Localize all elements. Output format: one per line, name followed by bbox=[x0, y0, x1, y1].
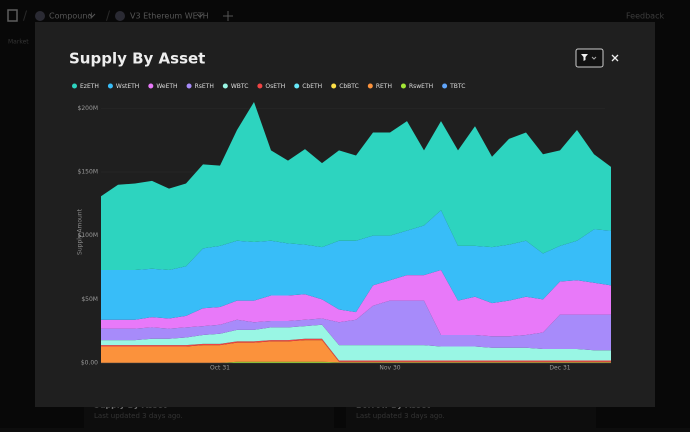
y-tick-label: $200M bbox=[78, 105, 98, 112]
chevron bbox=[591, 56, 597, 60]
legend-label: WBTC bbox=[231, 83, 249, 90]
legend-label: OsETH bbox=[265, 83, 285, 90]
legend-swatch bbox=[442, 83, 448, 89]
legend-label: CbETH bbox=[302, 83, 322, 90]
area bbox=[101, 102, 611, 271]
area bbox=[101, 324, 611, 361]
y-tick-label: $0.00 bbox=[81, 360, 98, 367]
legend-label: RswETH bbox=[409, 83, 433, 90]
legend-swatch bbox=[367, 83, 373, 89]
legend-swatch bbox=[257, 83, 263, 89]
x-tick-label: Oct 31 bbox=[210, 365, 230, 372]
y-tick-label: $100M bbox=[78, 232, 98, 239]
x-tick-label: Nov 30 bbox=[379, 365, 400, 372]
legend-label: TBTC bbox=[449, 83, 465, 90]
legend-label: CbBTC bbox=[339, 83, 359, 90]
y-tick-label: $50M bbox=[81, 296, 98, 303]
legend-swatch bbox=[294, 83, 300, 89]
area bbox=[101, 340, 611, 363]
legend-swatch bbox=[222, 83, 228, 89]
close-button[interactable] bbox=[611, 54, 619, 62]
legend-swatch bbox=[72, 83, 77, 89]
legend-label: EzETH bbox=[80, 83, 99, 90]
x-tick-label: Dec 31 bbox=[549, 365, 570, 372]
area bbox=[101, 300, 611, 351]
legend-swatch bbox=[148, 83, 154, 89]
legend-label: WstETH bbox=[116, 83, 139, 90]
filter-icon bbox=[581, 54, 588, 61]
legend-label: WeETH bbox=[156, 83, 177, 90]
legend-swatch bbox=[400, 83, 406, 89]
legend-label: RETH bbox=[376, 83, 392, 90]
y-axis-label: Supply Amount bbox=[77, 208, 84, 255]
filter-button[interactable] bbox=[575, 48, 604, 68]
y-tick-label: $150M bbox=[78, 169, 98, 176]
legend-swatch bbox=[331, 83, 337, 89]
area bbox=[101, 210, 611, 320]
legend-swatch bbox=[186, 83, 192, 89]
area bbox=[101, 270, 611, 337]
legend-swatch bbox=[107, 83, 113, 89]
legend-label: RsETH bbox=[195, 83, 214, 90]
modal-title: Supply By Asset bbox=[69, 50, 205, 68]
